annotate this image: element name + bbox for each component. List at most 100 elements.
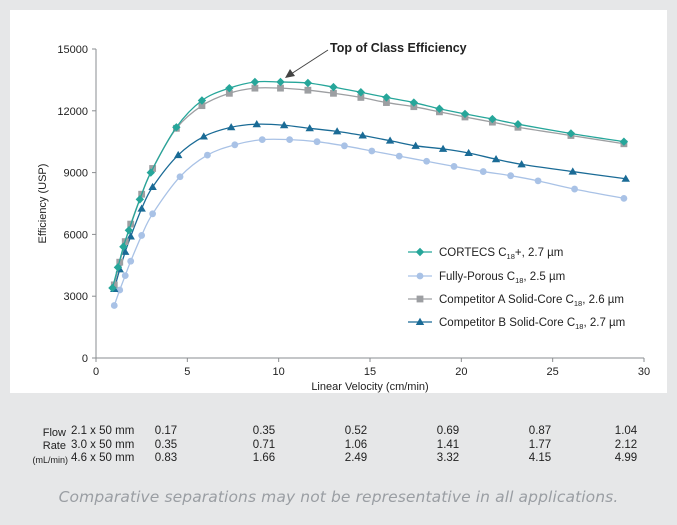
data-point bbox=[176, 173, 184, 181]
flow-table-value: 0.69 bbox=[436, 425, 460, 437]
legend-label-subscript: 18 bbox=[574, 299, 582, 308]
data-point bbox=[197, 96, 207, 105]
series-2 bbox=[110, 136, 628, 309]
y-tick-label: 0 bbox=[82, 353, 88, 365]
data-point bbox=[198, 102, 206, 110]
data-point bbox=[356, 88, 366, 97]
legend-swatch-marker bbox=[416, 272, 424, 280]
data-point bbox=[204, 151, 211, 159]
series-4 bbox=[110, 119, 630, 292]
x-tick-label: 0 bbox=[93, 366, 99, 378]
data-point bbox=[460, 109, 470, 119]
data-point bbox=[423, 157, 431, 165]
data-point bbox=[110, 281, 118, 289]
data-point bbox=[303, 78, 313, 88]
data-point bbox=[411, 141, 420, 149]
legend-label: Fully-Porous C18, 2.5 µm bbox=[439, 271, 565, 285]
chart-panel: 0 3000 6000 9000 12000 15000 0 5 10 15 20 25 30 Linea… bbox=[10, 10, 667, 393]
data-point bbox=[226, 123, 236, 131]
data-point bbox=[517, 160, 526, 168]
x-tick-label: 20 bbox=[455, 366, 467, 378]
data-point bbox=[121, 247, 130, 255]
data-point bbox=[358, 131, 367, 139]
legend-swatch-marker bbox=[415, 247, 425, 257]
legend-label-text: Competitor B Solid-Core C bbox=[439, 317, 575, 329]
data-point bbox=[108, 283, 117, 293]
flow-table-value: 0.87 bbox=[528, 425, 552, 437]
legend-label-suffix: , 2.7 µm bbox=[583, 317, 625, 329]
legend-label: CORTECS C18+, 2.7 µm bbox=[439, 247, 563, 261]
data-point bbox=[409, 98, 419, 107]
flow-table-value: 2.12 bbox=[614, 438, 638, 451]
flow-table-value: 4.99 bbox=[614, 452, 638, 464]
legend-swatch-marker bbox=[415, 317, 425, 325]
data-point bbox=[330, 89, 337, 97]
x-tick-label: 25 bbox=[547, 366, 559, 378]
x-axis-label: Linear Velocity (cm/min) bbox=[311, 381, 428, 393]
flow-rate-header-line1: Flow bbox=[42, 427, 66, 439]
series-line bbox=[111, 80, 625, 289]
flow-table-value: 2.49 bbox=[344, 452, 368, 464]
data-point bbox=[329, 82, 338, 92]
y-tick-label: 15000 bbox=[57, 44, 88, 56]
data-point bbox=[121, 272, 129, 279]
data-point bbox=[357, 94, 365, 101]
data-point bbox=[199, 132, 208, 140]
series-line bbox=[113, 123, 626, 290]
x-tick-label: 15 bbox=[364, 366, 376, 378]
data-point bbox=[385, 136, 395, 144]
data-point bbox=[620, 194, 628, 202]
data-point bbox=[438, 144, 448, 152]
flow-table-value: 0.17 bbox=[154, 425, 178, 437]
legend-swatch-marker bbox=[416, 295, 424, 303]
flow-table-value: 0.35 bbox=[252, 425, 276, 437]
data-point bbox=[225, 89, 233, 97]
data-point bbox=[276, 77, 285, 87]
flow-table-column-label: 2.1 x 50 mm bbox=[71, 425, 135, 437]
flow-rate-header-line2: Rate bbox=[42, 440, 66, 452]
data-point bbox=[113, 263, 123, 272]
data-point bbox=[341, 142, 348, 150]
legend-label: Competitor B Solid-Core C18, 2.7 µm bbox=[439, 317, 625, 331]
data-point bbox=[571, 185, 578, 193]
data-point bbox=[225, 83, 234, 93]
data-point bbox=[507, 172, 515, 180]
flow-table-value: 1.77 bbox=[528, 438, 552, 451]
data-point bbox=[149, 210, 157, 218]
data-point bbox=[258, 136, 266, 144]
flow-table-value: 0.83 bbox=[154, 452, 178, 464]
flow-table-value: 1.41 bbox=[436, 438, 460, 451]
flow-table-value: 0.35 bbox=[154, 438, 178, 451]
y-tick-label: 6000 bbox=[64, 229, 88, 241]
y-axis-label: Efficiency (USP) bbox=[37, 164, 49, 244]
flow-table-column-label: 4.6 x 50 mm bbox=[71, 452, 135, 464]
legend-label-subscript: 18 bbox=[507, 252, 515, 261]
data-point bbox=[568, 167, 577, 175]
footnote: Comparative separations may not be repre… bbox=[58, 488, 619, 506]
series-line bbox=[113, 138, 625, 306]
data-point bbox=[435, 104, 444, 113]
legend-label-text: CORTECS C bbox=[439, 247, 507, 259]
data-point bbox=[382, 93, 391, 102]
flow-rate-table: Flow Rate (mL/min) 2.1 x 50 mm 0.17 0.35 0.… bbox=[0, 410, 677, 470]
data-point bbox=[172, 123, 181, 132]
data-point bbox=[305, 124, 314, 132]
data-point bbox=[619, 137, 629, 146]
data-point bbox=[304, 86, 312, 94]
data-point bbox=[174, 150, 183, 159]
data-point bbox=[252, 119, 261, 128]
data-point bbox=[450, 163, 458, 170]
y-tick-label: 12000 bbox=[57, 106, 88, 118]
series-1 bbox=[108, 77, 629, 293]
data-point bbox=[383, 99, 390, 106]
annotation-arrow-line bbox=[290, 49, 329, 75]
data-point bbox=[479, 168, 487, 175]
legend-label-suffix: +, 2.7 µm bbox=[515, 247, 564, 259]
data-point bbox=[119, 242, 128, 251]
data-point bbox=[231, 141, 239, 149]
data-point bbox=[148, 182, 157, 191]
data-point bbox=[146, 168, 155, 177]
y-tick-label: 9000 bbox=[64, 168, 88, 180]
data-point bbox=[279, 121, 289, 129]
